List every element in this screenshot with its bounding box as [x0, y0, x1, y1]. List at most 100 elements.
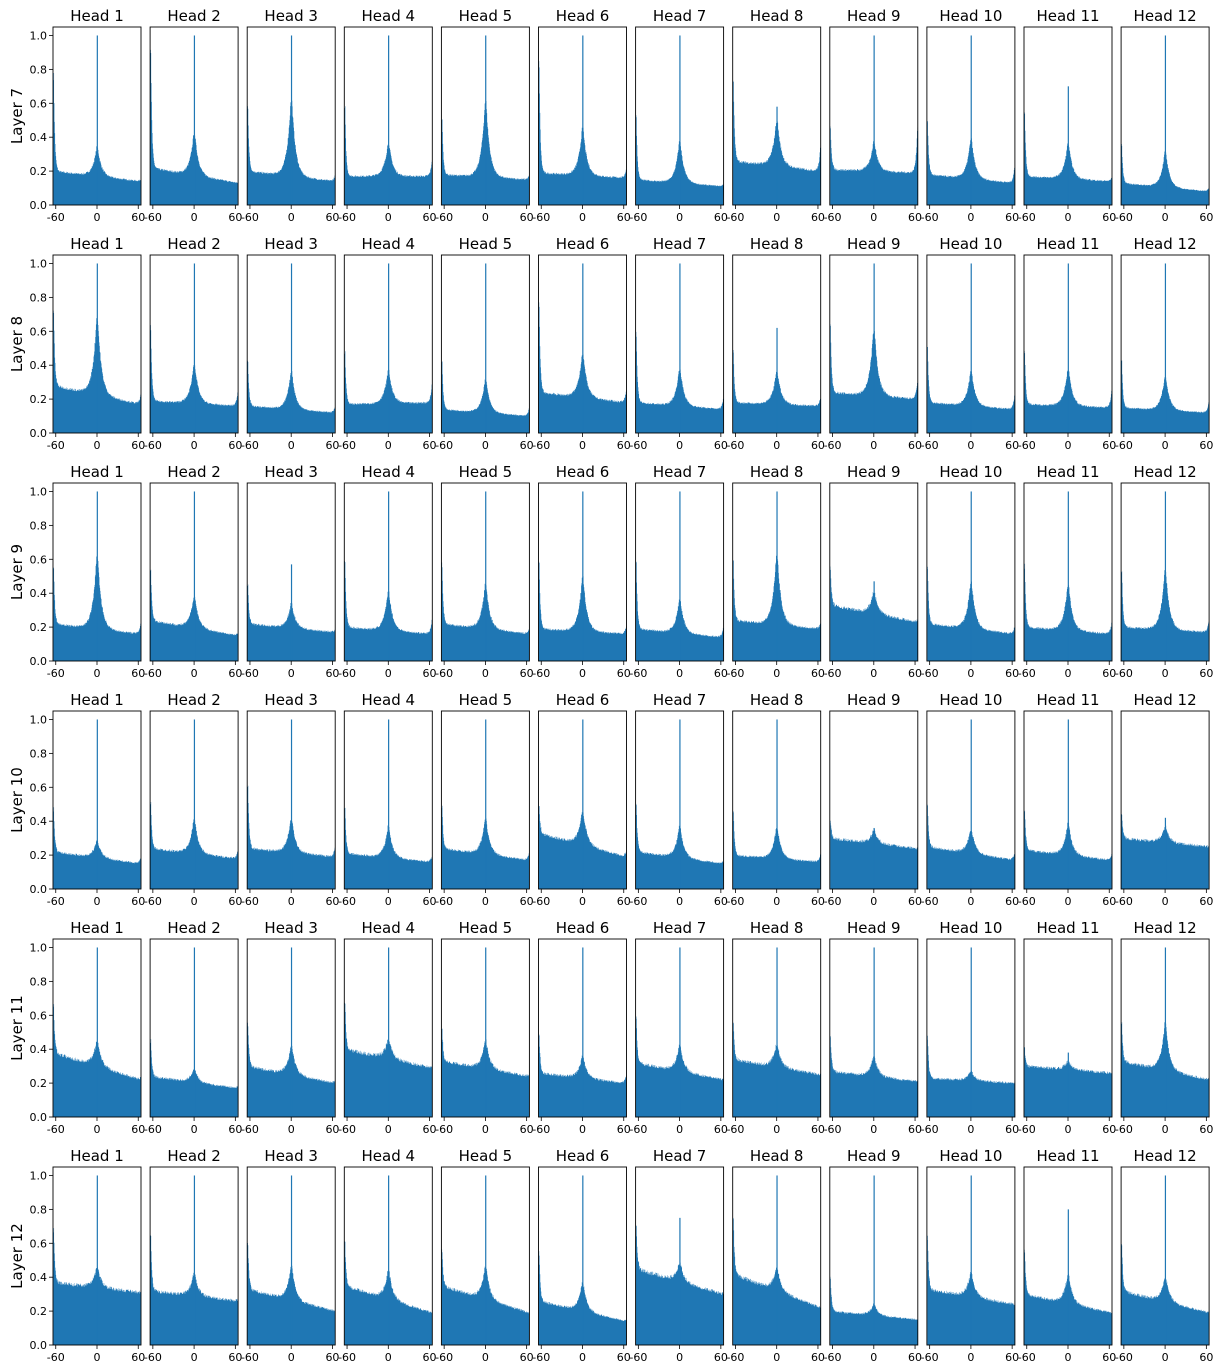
- y-tick-label: 1.0: [30, 485, 48, 498]
- panel-title: Head 11: [1036, 691, 1099, 709]
- center-peak-bar: [582, 263, 584, 433]
- panel-title: Head 2: [167, 691, 221, 709]
- x-tick-label: 0: [1162, 1123, 1169, 1136]
- center-peak-bar: [1067, 86, 1069, 205]
- x-tick-label: -60: [1018, 211, 1036, 224]
- y-tick-label: 0.8: [30, 1203, 48, 1216]
- x-tick-label: 60: [1102, 439, 1116, 452]
- y-tick-label: 1.0: [30, 1169, 48, 1182]
- histogram-panel: Head 2 -60 0 60: [144, 1147, 242, 1364]
- x-tick-label: -60: [1115, 211, 1133, 224]
- y-tick-label: 0.0: [30, 883, 48, 896]
- center-peak-bar: [290, 719, 293, 889]
- x-tick-label: 60: [714, 895, 728, 908]
- panel-title: Head 7: [653, 919, 707, 937]
- x-tick-label: 0: [870, 895, 877, 908]
- x-tick-label: 0: [94, 667, 101, 680]
- y-tick-label: 0.8: [30, 975, 48, 988]
- x-tick-label: 0: [385, 211, 392, 224]
- center-peak-bar: [388, 491, 390, 661]
- center-peak-bar: [96, 35, 98, 205]
- x-tick-label: 0: [1065, 895, 1072, 908]
- panel-title: Head 9: [847, 463, 901, 481]
- x-tick-label: 0: [676, 667, 683, 680]
- panel-title: Head 10: [939, 235, 1002, 253]
- y-tick-label: 1.0: [30, 941, 48, 954]
- panel-title: Head 10: [939, 1147, 1002, 1165]
- x-tick-label: -60: [144, 667, 162, 680]
- panel-title: Head 4: [362, 463, 416, 481]
- x-tick-label: 60: [908, 1351, 922, 1364]
- x-tick-label: -60: [1018, 439, 1036, 452]
- histogram-panel: Head 12 -60 0 60: [1115, 235, 1213, 452]
- y-tick-label: 0.4: [30, 1271, 48, 1284]
- x-tick-label: 0: [191, 1351, 198, 1364]
- x-tick-label: -60: [144, 895, 162, 908]
- histogram-panel: Head 10 -60 0 60: [921, 691, 1019, 908]
- x-tick-label: -60: [532, 895, 550, 908]
- x-tick-label: 0: [676, 1123, 683, 1136]
- row-label: Layer 10: [8, 767, 26, 833]
- center-peak-bar: [679, 491, 681, 661]
- center-peak-bar: [776, 1175, 778, 1345]
- y-tick-label: 1.0: [30, 29, 48, 42]
- x-tick-label: 0: [482, 211, 489, 224]
- panel-title: Head 8: [750, 1147, 804, 1165]
- x-tick-label: -60: [824, 211, 842, 224]
- center-peak-bar: [388, 719, 390, 889]
- panel-title: Head 12: [1134, 463, 1197, 481]
- center-peak-bar: [1067, 719, 1069, 889]
- x-tick-label: 60: [908, 667, 922, 680]
- x-tick-label: -60: [532, 1123, 550, 1136]
- x-tick-label: 60: [617, 895, 631, 908]
- x-tick-label: 0: [94, 1351, 101, 1364]
- row-label: Layer 7: [8, 88, 26, 144]
- histogram-panel: Head 9 -60 0 60: [824, 235, 922, 452]
- x-tick-label: -60: [921, 211, 939, 224]
- panel-title: Head 1: [70, 7, 124, 25]
- histogram-panel: Head 3 -60 0 60: [241, 919, 339, 1136]
- x-tick-label: 0: [579, 1351, 586, 1364]
- panel-title: Head 5: [459, 7, 513, 25]
- histogram-panel: Head 12 -60 0 60: [1115, 919, 1213, 1136]
- x-tick-label: 0: [967, 667, 974, 680]
- center-peak-bar: [776, 947, 778, 1117]
- x-tick-label: 0: [967, 439, 974, 452]
- panel-title: Head 7: [653, 691, 707, 709]
- center-peak-bar: [193, 947, 196, 1117]
- y-tick-label: 0.2: [30, 621, 48, 634]
- panel-title: Head 2: [167, 235, 221, 253]
- center-peak-bar: [970, 719, 972, 889]
- histogram-panel: Head 8 -60 0 60: [726, 235, 824, 452]
- center-peak-bar: [970, 491, 972, 661]
- x-tick-label: 0: [385, 895, 392, 908]
- x-tick-label: -60: [1115, 895, 1133, 908]
- x-tick-label: -60: [921, 439, 939, 452]
- x-tick-label: 60: [325, 895, 339, 908]
- x-tick-label: 0: [579, 1123, 586, 1136]
- x-tick-label: -60: [241, 1123, 259, 1136]
- center-peak-bar: [679, 719, 681, 889]
- histogram-panel: Head 5 -60 0 60: [435, 7, 533, 224]
- x-tick-label: 60: [131, 667, 145, 680]
- histogram-panel: Head 10 -60 0 60: [921, 919, 1019, 1136]
- histogram-panel: Head 11 -60 0 60: [1018, 1147, 1116, 1364]
- x-tick-label: 60: [617, 439, 631, 452]
- histogram-panel: Head 5 -60 0 60: [435, 919, 533, 1136]
- y-tick-label: 0.8: [30, 747, 48, 760]
- center-peak-bar: [290, 564, 293, 661]
- x-tick-label: 60: [423, 667, 437, 680]
- x-tick-label: 0: [579, 895, 586, 908]
- x-tick-label: -60: [47, 1351, 65, 1364]
- x-tick-label: 60: [1102, 211, 1116, 224]
- center-peak-bar: [1164, 817, 1167, 889]
- x-tick-label: 0: [579, 211, 586, 224]
- center-peak-bar: [970, 1175, 972, 1345]
- histogram-panel: Head 5 -60 0 60: [435, 463, 533, 680]
- histogram-panel: Head 11 -60 0 60: [1018, 691, 1116, 908]
- histogram-panel: Head 6 -60 0 60: [532, 235, 630, 452]
- histogram-panel: Head 9 -60 0 60: [824, 7, 922, 224]
- panel-title: Head 12: [1134, 235, 1197, 253]
